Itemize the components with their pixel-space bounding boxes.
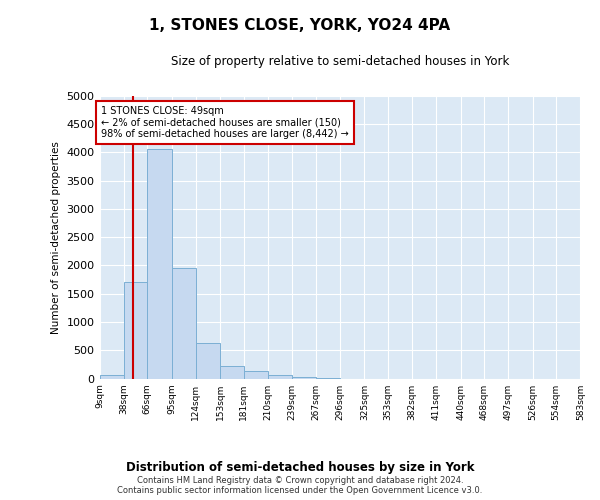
Text: 1, STONES CLOSE, YORK, YO24 4PA: 1, STONES CLOSE, YORK, YO24 4PA bbox=[149, 18, 451, 32]
Bar bbox=[196, 343, 220, 379]
Bar bbox=[292, 377, 316, 379]
Bar bbox=[148, 150, 172, 379]
Bar bbox=[172, 268, 196, 379]
Bar bbox=[100, 375, 124, 379]
Bar bbox=[124, 282, 148, 379]
Title: Size of property relative to semi-detached houses in York: Size of property relative to semi-detach… bbox=[171, 55, 509, 68]
Bar bbox=[220, 366, 244, 379]
Text: 1 STONES CLOSE: 49sqm
← 2% of semi-detached houses are smaller (150)
98% of semi: 1 STONES CLOSE: 49sqm ← 2% of semi-detac… bbox=[101, 106, 349, 139]
Y-axis label: Number of semi-detached properties: Number of semi-detached properties bbox=[51, 140, 61, 334]
Bar bbox=[268, 375, 292, 379]
Text: Distribution of semi-detached houses by size in York: Distribution of semi-detached houses by … bbox=[126, 461, 474, 474]
Bar bbox=[244, 372, 268, 379]
Text: Contains HM Land Registry data © Crown copyright and database right 2024.
Contai: Contains HM Land Registry data © Crown c… bbox=[118, 476, 482, 495]
